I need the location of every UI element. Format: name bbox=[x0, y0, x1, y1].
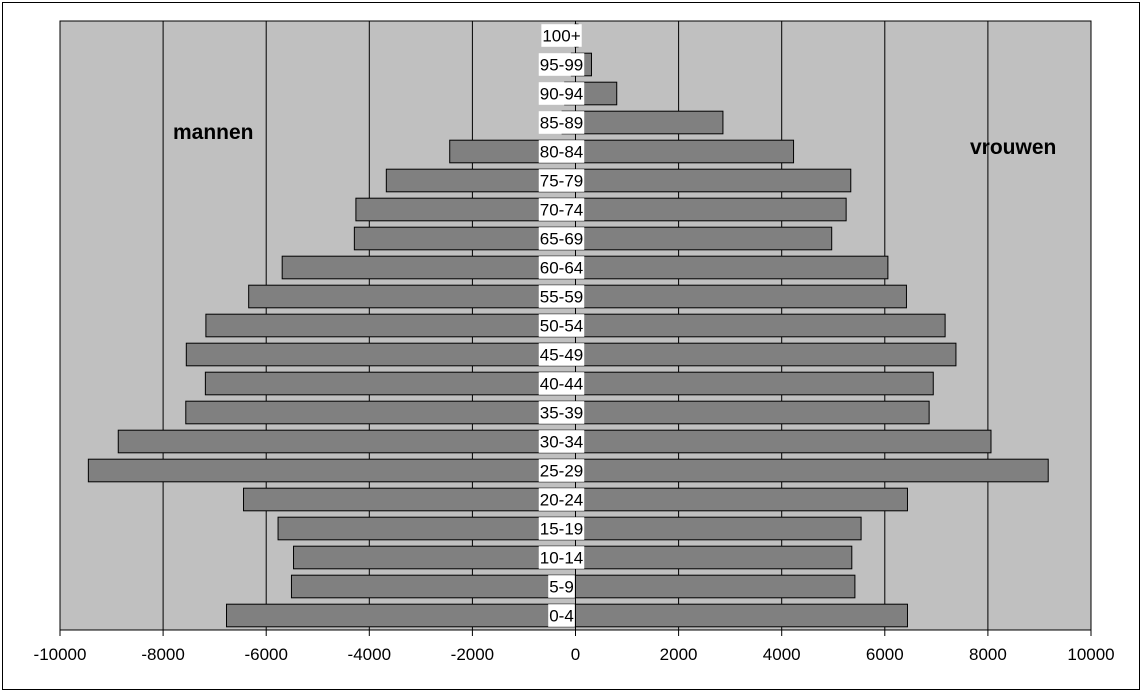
category-label: 10-14 bbox=[540, 549, 583, 568]
category-label-bg bbox=[538, 227, 585, 250]
category-label-bg bbox=[538, 111, 585, 134]
bar-mannen-55-59 bbox=[248, 284, 576, 309]
bar-vrouwen-50-54 bbox=[575, 313, 946, 338]
bar-vrouwen-0-4 bbox=[575, 603, 908, 628]
bar-vrouwen-55-59 bbox=[575, 284, 907, 309]
category-label: 90-94 bbox=[540, 85, 583, 104]
category-label-bg bbox=[548, 575, 575, 598]
category-label-bg bbox=[538, 343, 585, 366]
category-label-bg bbox=[538, 488, 585, 511]
bar-mannen-30-34 bbox=[117, 429, 577, 454]
category-label: 0-4 bbox=[549, 607, 574, 626]
bar-vrouwen-5-9 bbox=[575, 574, 856, 599]
category-label-bg bbox=[538, 401, 585, 424]
series-label-vrouwen: vrouwen bbox=[970, 136, 1056, 159]
bar-mannen-50-54 bbox=[205, 313, 576, 338]
category-label: 95-99 bbox=[540, 56, 583, 75]
bar-mannen-25-29 bbox=[87, 458, 576, 483]
category-label-bg bbox=[538, 430, 585, 453]
x-tick-label: -2000 bbox=[451, 645, 494, 664]
category-label-bg bbox=[541, 24, 582, 47]
category-label-bg bbox=[538, 198, 585, 221]
bar-vrouwen-70-74 bbox=[575, 197, 847, 222]
bar-vrouwen-85-89 bbox=[575, 110, 724, 135]
x-tick-label: -8000 bbox=[141, 645, 184, 664]
category-label: 75-79 bbox=[540, 172, 583, 191]
x-tick-label: 2000 bbox=[660, 645, 698, 664]
bar-mannen-40-44 bbox=[204, 371, 576, 396]
category-label: 35-39 bbox=[540, 404, 583, 423]
category-label: 45-49 bbox=[540, 346, 583, 365]
category-label-bg bbox=[548, 604, 575, 627]
category-labels: 0-4 5-9 10-14 15-19 20-24 25-29 30-34 35-39 40-4… bbox=[538, 24, 585, 627]
x-tick-label: 0 bbox=[571, 645, 580, 664]
bar-vrouwen-30-34 bbox=[575, 429, 992, 454]
category-label-bg bbox=[538, 372, 585, 395]
category-label: 80-84 bbox=[540, 143, 583, 162]
category-label: 20-24 bbox=[540, 491, 583, 510]
category-label-bg bbox=[538, 546, 585, 569]
category-label-bg bbox=[538, 169, 585, 192]
bar-vrouwen-45-49 bbox=[575, 342, 957, 367]
category-label: 55-59 bbox=[540, 288, 583, 307]
bar-mannen-10-14 bbox=[293, 545, 576, 570]
series-label-mannen: mannen bbox=[173, 121, 254, 144]
bar-vrouwen-35-39 bbox=[575, 400, 930, 425]
category-label: 70-74 bbox=[540, 201, 583, 220]
category-label-bg bbox=[538, 53, 585, 76]
bar-mannen-5-9 bbox=[290, 574, 576, 599]
category-label: 50-54 bbox=[540, 317, 583, 336]
category-label: 100+ bbox=[542, 27, 580, 46]
category-label: 40-44 bbox=[540, 375, 583, 394]
category-label-bg bbox=[538, 517, 585, 540]
category-label-bg bbox=[538, 82, 585, 105]
category-label-bg bbox=[538, 285, 585, 308]
bar-vrouwen-20-24 bbox=[575, 487, 908, 512]
x-axis: -10000 -8000 -6000 -4000 -2000 0 2000 4000 6000 8… bbox=[34, 629, 1115, 664]
bar-mannen-60-64 bbox=[281, 255, 576, 280]
category-label-bg bbox=[538, 314, 585, 337]
bar-vrouwen-25-29 bbox=[575, 458, 1049, 483]
category-label-bg bbox=[538, 459, 585, 482]
bar-mannen-0-4 bbox=[226, 603, 576, 628]
bar-vrouwen-15-19 bbox=[575, 516, 862, 541]
category-label: 15-19 bbox=[540, 520, 583, 539]
bar-vrouwen-65-69 bbox=[575, 226, 833, 251]
x-tick-label: 4000 bbox=[763, 645, 801, 664]
x-tick-label: 10000 bbox=[1067, 645, 1114, 664]
bar-mannen-15-19 bbox=[277, 516, 576, 541]
x-tick-label: -10000 bbox=[34, 645, 87, 664]
bar-mannen-45-49 bbox=[185, 342, 577, 367]
category-label: 85-89 bbox=[540, 114, 583, 133]
category-label-bg bbox=[538, 256, 585, 279]
x-tick-label: 8000 bbox=[969, 645, 1007, 664]
bar-vrouwen-40-44 bbox=[575, 371, 934, 396]
x-tick-label: 6000 bbox=[866, 645, 904, 664]
category-label: 30-34 bbox=[540, 433, 583, 452]
category-label-bg bbox=[538, 140, 585, 163]
bars bbox=[87, 23, 1049, 628]
bar-vrouwen-75-79 bbox=[575, 168, 852, 193]
category-label: 60-64 bbox=[540, 259, 583, 278]
category-label: 5-9 bbox=[549, 578, 574, 597]
category-label: 65-69 bbox=[540, 230, 583, 249]
bar-vrouwen-60-64 bbox=[575, 255, 889, 280]
population-pyramid-chart: -10000 -8000 -6000 -4000 -2000 0 2000 4000 6000 8… bbox=[34, 20, 1115, 664]
bar-mannen-20-24 bbox=[243, 487, 576, 512]
bar-vrouwen-10-14 bbox=[575, 545, 853, 570]
bar-vrouwen-80-84 bbox=[575, 139, 795, 164]
bar-mannen-35-39 bbox=[185, 400, 576, 425]
x-tick-label: -6000 bbox=[244, 645, 287, 664]
x-tick-label: -4000 bbox=[348, 645, 391, 664]
category-label: 25-29 bbox=[540, 462, 583, 481]
